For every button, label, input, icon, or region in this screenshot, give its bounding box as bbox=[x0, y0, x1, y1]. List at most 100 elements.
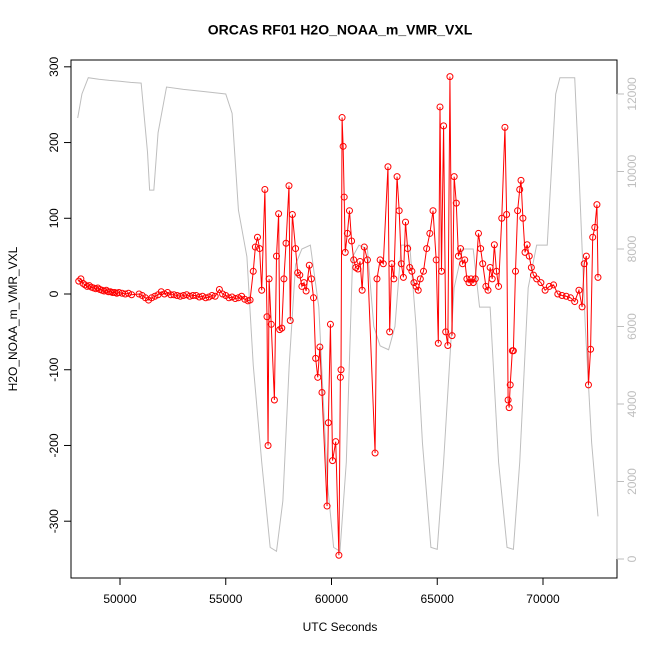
point bbox=[410, 279, 418, 287]
x-axis-label: UTC Seconds bbox=[303, 620, 378, 634]
point bbox=[450, 173, 458, 181]
point bbox=[286, 317, 294, 325]
point bbox=[388, 260, 396, 268]
point bbox=[77, 275, 85, 283]
point bbox=[352, 264, 360, 272]
point bbox=[519, 214, 527, 222]
point bbox=[358, 286, 366, 294]
point bbox=[537, 279, 545, 287]
point bbox=[486, 264, 494, 272]
point bbox=[492, 267, 500, 275]
point bbox=[509, 347, 517, 355]
point bbox=[488, 275, 496, 283]
point bbox=[578, 303, 586, 311]
point bbox=[354, 265, 362, 273]
point bbox=[558, 292, 566, 300]
point bbox=[474, 229, 482, 237]
point bbox=[523, 241, 531, 249]
point bbox=[282, 239, 290, 247]
point bbox=[189, 292, 197, 300]
point bbox=[420, 267, 428, 275]
point bbox=[432, 256, 440, 264]
point bbox=[336, 373, 344, 381]
point bbox=[429, 207, 437, 215]
point bbox=[505, 404, 513, 412]
point bbox=[517, 176, 525, 184]
point bbox=[506, 381, 514, 389]
point bbox=[384, 163, 392, 171]
y-tick-label: 200 bbox=[47, 132, 61, 152]
point bbox=[514, 207, 522, 215]
point bbox=[465, 279, 473, 287]
point bbox=[280, 275, 288, 283]
point bbox=[477, 245, 485, 253]
y-tick-label: 300 bbox=[47, 56, 61, 76]
point bbox=[408, 267, 416, 275]
point bbox=[278, 324, 286, 332]
point bbox=[371, 449, 379, 457]
x-tick-label: 50000 bbox=[103, 592, 137, 606]
point bbox=[246, 296, 254, 304]
point bbox=[587, 345, 595, 353]
point bbox=[490, 241, 498, 249]
point bbox=[256, 245, 264, 253]
point bbox=[440, 122, 448, 130]
y2-tick-label: 0 bbox=[625, 555, 639, 562]
point bbox=[345, 207, 353, 215]
point bbox=[285, 182, 293, 190]
point bbox=[482, 282, 490, 290]
point bbox=[541, 286, 549, 294]
y2-tick-label: 10000 bbox=[625, 154, 639, 188]
point bbox=[412, 282, 420, 290]
point bbox=[231, 295, 239, 303]
point bbox=[397, 260, 405, 268]
point bbox=[393, 173, 401, 181]
point bbox=[463, 275, 471, 283]
point bbox=[176, 292, 184, 300]
point bbox=[263, 313, 271, 321]
point bbox=[102, 286, 110, 294]
point bbox=[521, 248, 529, 256]
x-tick-label: 70000 bbox=[526, 592, 560, 606]
point bbox=[571, 298, 579, 306]
point bbox=[288, 210, 296, 218]
point bbox=[395, 207, 403, 215]
point bbox=[414, 286, 422, 294]
point bbox=[550, 281, 558, 289]
point bbox=[310, 294, 318, 302]
point bbox=[545, 282, 553, 290]
point bbox=[582, 252, 590, 260]
point bbox=[594, 273, 602, 281]
point bbox=[459, 260, 467, 268]
x-tick-label: 55000 bbox=[209, 592, 243, 606]
point bbox=[241, 295, 249, 303]
point bbox=[584, 381, 592, 389]
point bbox=[525, 252, 533, 260]
point bbox=[512, 267, 520, 275]
point bbox=[461, 256, 469, 264]
point bbox=[258, 286, 266, 294]
point bbox=[312, 354, 320, 362]
point bbox=[270, 396, 278, 404]
point bbox=[566, 294, 574, 302]
point bbox=[341, 248, 349, 256]
point bbox=[273, 252, 281, 260]
point bbox=[442, 328, 450, 336]
point bbox=[390, 275, 398, 283]
point bbox=[294, 269, 302, 277]
point bbox=[81, 281, 89, 289]
y-tick-label: 0 bbox=[47, 290, 61, 297]
point bbox=[467, 275, 475, 283]
point bbox=[323, 502, 331, 510]
point bbox=[448, 332, 456, 340]
point bbox=[265, 275, 273, 283]
y-tick-label: -100 bbox=[47, 357, 61, 381]
x-tick-label: 60000 bbox=[315, 592, 349, 606]
point bbox=[326, 320, 334, 328]
point bbox=[335, 551, 343, 559]
point bbox=[249, 267, 257, 275]
point bbox=[316, 343, 324, 351]
point bbox=[267, 320, 275, 328]
point bbox=[360, 243, 368, 251]
